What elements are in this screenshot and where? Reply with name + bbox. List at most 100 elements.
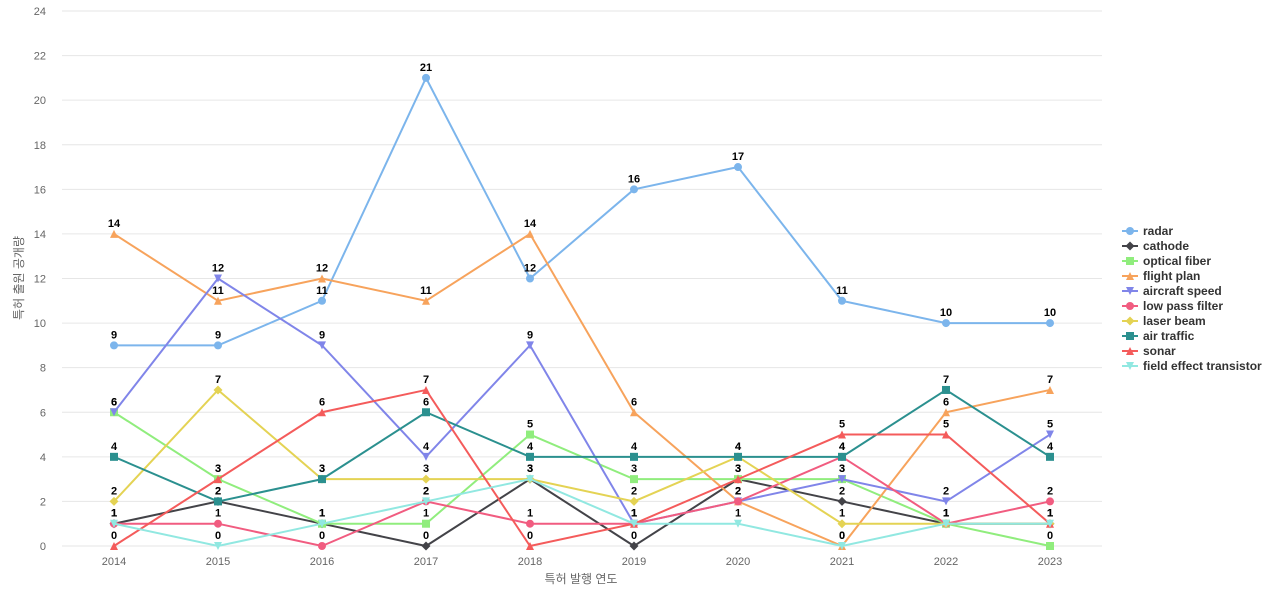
legend-item: laser beam (1122, 314, 1206, 328)
x-axis: 2014 2015 2016 2017 2018 2019 2020 2021 2022 2023 (102, 556, 1062, 568)
data-label: 2 (735, 485, 741, 497)
legend-item: aircraft speed (1122, 284, 1222, 298)
data-point (1046, 430, 1054, 439)
data-point (630, 185, 638, 194)
data-label: 4 (111, 441, 118, 453)
x-tick-label: 2015 (206, 556, 230, 568)
data-label: 11 (212, 285, 224, 297)
data-label: 14 (108, 218, 121, 230)
data-point (526, 341, 534, 350)
data-label: 11 (316, 285, 328, 297)
series-group (109, 73, 1055, 551)
data-label: 1 (943, 508, 949, 520)
data-label: 3 (631, 463, 637, 475)
y-tick-label: 4 (40, 452, 46, 464)
y-tick-label: 2 (40, 496, 46, 508)
data-label: 1 (943, 508, 949, 520)
data-point (838, 542, 846, 550)
series-radar (110, 73, 1054, 350)
data-point (1046, 385, 1054, 394)
data-point (734, 475, 742, 484)
data-label: 1 (319, 508, 325, 520)
legend-label: cathode (1143, 239, 1189, 253)
data-label: 3 (319, 463, 325, 475)
data-point (1126, 362, 1134, 370)
data-label: 9 (527, 329, 533, 341)
legend-item: radar (1122, 224, 1173, 238)
data-label: 1 (1047, 508, 1053, 520)
data-point (1126, 302, 1134, 310)
data-point (942, 497, 950, 506)
data-label: 1 (735, 508, 741, 520)
data-label: 2 (735, 485, 741, 497)
data-label: 1 (943, 508, 949, 520)
x-tick-label: 2018 (518, 556, 542, 568)
data-point (629, 496, 639, 506)
data-point (1126, 227, 1134, 235)
data-label: 4 (735, 441, 742, 453)
data-point (421, 474, 431, 484)
data-label: 2 (839, 485, 845, 497)
data-point (318, 341, 326, 350)
data-point (526, 542, 534, 550)
data-label: 12 (316, 263, 328, 275)
data-point (214, 274, 222, 283)
data-point (734, 163, 742, 172)
legend-label: sonar (1143, 344, 1176, 358)
data-label: 2 (423, 485, 429, 497)
data-label: 6 (631, 396, 637, 408)
data-point (1125, 316, 1135, 326)
data-point (1126, 347, 1134, 355)
data-point (1046, 519, 1054, 528)
data-point (630, 475, 638, 484)
series-line (113, 411, 1051, 547)
data-point (110, 229, 118, 238)
data-label: 4 (1047, 441, 1054, 453)
data-point (837, 496, 847, 506)
data-label: 11 (836, 285, 848, 297)
series-line (113, 388, 1050, 525)
data-label: 0 (839, 530, 845, 542)
data-point (1046, 542, 1054, 550)
data-label: 7 (423, 374, 429, 386)
data-label: 2 (943, 485, 949, 497)
data-label: 0 (423, 530, 429, 542)
x-tick-label: 2023 (1038, 556, 1062, 568)
data-label: 4 (631, 441, 638, 453)
data-point (838, 430, 846, 439)
data-label: 2 (111, 485, 117, 497)
legend-item: air traffic (1122, 329, 1195, 343)
data-point (214, 519, 222, 528)
data-label: 9 (111, 329, 117, 341)
data-label: 1 (215, 508, 221, 520)
legend-item: cathode (1122, 239, 1189, 253)
data-point (318, 542, 326, 550)
data-label: 4 (839, 441, 846, 453)
data-label: 10 (940, 307, 952, 319)
data-point (422, 385, 430, 394)
data-label: 2 (1047, 485, 1053, 497)
data-label: 4 (527, 441, 534, 453)
legend-item: field effect transistor (1122, 359, 1262, 373)
x-tick-label: 2014 (102, 556, 126, 568)
data-label: 9 (215, 329, 221, 341)
data-point (110, 408, 118, 417)
data-label: 1 (839, 508, 845, 520)
data-point (422, 73, 430, 82)
data-point (1046, 497, 1054, 506)
data-label: 0 (215, 530, 221, 542)
data-point (421, 541, 431, 551)
data-label: 2 (631, 485, 637, 497)
data-label: 4 (735, 441, 742, 453)
y-tick-label: 8 (40, 363, 46, 375)
data-label: 4 (839, 441, 846, 453)
data-label: 4 (423, 441, 430, 453)
data-point (109, 496, 119, 506)
x-tick-label: 2021 (830, 556, 854, 568)
legend-item: optical fiber (1122, 254, 1211, 268)
series-optical-fiber (110, 408, 1054, 550)
data-label: 21 (420, 62, 432, 74)
legend-item: sonar (1122, 344, 1176, 358)
